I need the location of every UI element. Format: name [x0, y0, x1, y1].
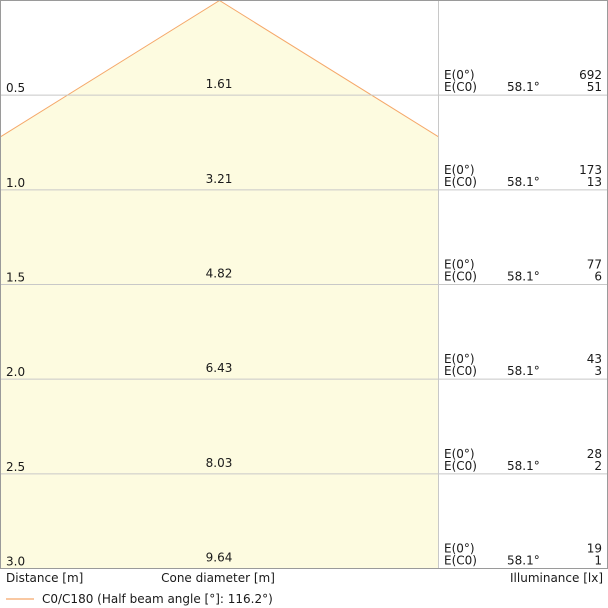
ec0-label: E(C0): [444, 270, 477, 284]
cone-diameter-label: 1.61: [206, 77, 233, 91]
ec0-value: 2: [594, 459, 602, 473]
ec0-label: E(C0): [444, 554, 477, 568]
ec0-value: 6: [594, 270, 602, 284]
e0-label: E(0°): [444, 258, 475, 272]
ec0-label: E(C0): [444, 175, 477, 189]
ec0-label: E(C0): [444, 80, 477, 94]
e0-value: 28: [587, 447, 602, 461]
e0-label: E(0°): [444, 447, 475, 461]
cone-diameter-label: 8.03: [206, 456, 233, 470]
distance-label: 2.5: [6, 460, 25, 474]
distance-label: 1.0: [6, 176, 25, 190]
half-angle-label: 58.1°: [507, 459, 540, 473]
half-angle-label: 58.1°: [507, 270, 540, 284]
e0-label: E(0°): [444, 163, 475, 177]
half-angle-label: 58.1°: [507, 175, 540, 189]
xlabel-cone-diameter: Cone diameter [m]: [161, 571, 275, 585]
half-angle-label: 58.1°: [507, 554, 540, 568]
distance-label: 2.0: [6, 365, 25, 379]
e0-value: 692: [579, 68, 602, 82]
ec0-label: E(C0): [444, 459, 477, 473]
ec0-value: 3: [594, 364, 602, 378]
e0-value: 19: [587, 542, 602, 556]
cone-diameter-label: 3.21: [206, 172, 233, 186]
xlabel-illuminance: Illuminance [lx]: [510, 571, 603, 585]
half-angle-label: 58.1°: [507, 80, 540, 94]
ec0-value: 1: [594, 554, 602, 568]
e0-label: E(0°): [444, 68, 475, 82]
cone-diameter-label: 6.43: [206, 361, 233, 375]
legend-label: C0/C180 (Half beam angle [°]: 116.2°): [42, 592, 273, 606]
xlabel-distance: Distance [m]: [6, 571, 83, 585]
distance-label: 1.5: [6, 271, 25, 285]
cone-diameter-label: 9.64: [206, 551, 233, 565]
ec0-value: 13: [587, 175, 602, 189]
ec0-value: 51: [587, 80, 602, 94]
e0-label: E(0°): [444, 542, 475, 556]
e0-value: 77: [587, 258, 602, 272]
e0-value: 43: [587, 352, 602, 366]
distance-label: 3.0: [6, 555, 25, 569]
distance-label: 0.5: [6, 81, 25, 95]
e0-label: E(0°): [444, 352, 475, 366]
cone-diameter-label: 4.82: [206, 267, 233, 281]
grid-layer: [0, 0, 608, 569]
half-angle-label: 58.1°: [507, 364, 540, 378]
e0-value: 173: [579, 163, 602, 177]
ec0-label: E(C0): [444, 364, 477, 378]
